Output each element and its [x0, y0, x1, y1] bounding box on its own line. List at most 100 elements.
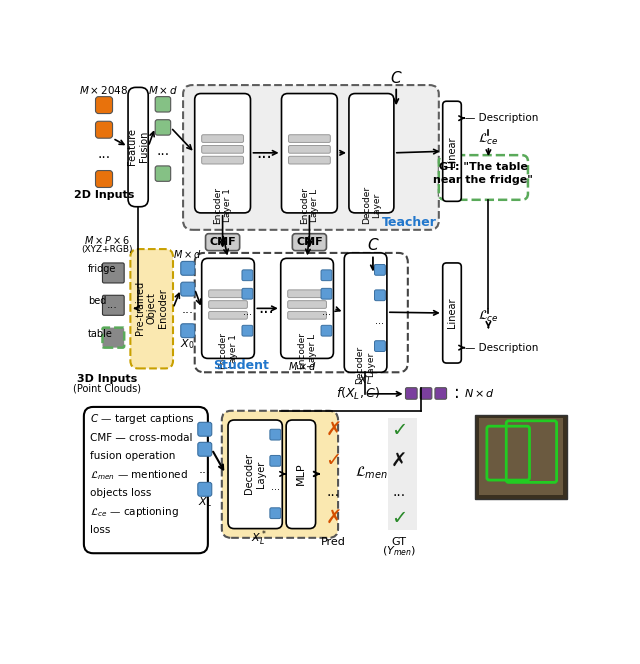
- FancyBboxPatch shape: [242, 270, 253, 281]
- Text: ✓: ✓: [325, 452, 342, 470]
- Text: ...: ...: [258, 299, 274, 317]
- FancyBboxPatch shape: [282, 94, 337, 213]
- FancyBboxPatch shape: [180, 262, 195, 276]
- FancyBboxPatch shape: [281, 258, 333, 359]
- FancyBboxPatch shape: [128, 88, 148, 207]
- FancyBboxPatch shape: [95, 122, 113, 138]
- FancyBboxPatch shape: [228, 420, 282, 529]
- Text: Encoder
Layer 1: Encoder Layer 1: [213, 187, 232, 224]
- FancyBboxPatch shape: [289, 135, 330, 143]
- FancyBboxPatch shape: [242, 288, 253, 299]
- FancyBboxPatch shape: [95, 171, 113, 187]
- FancyBboxPatch shape: [202, 156, 244, 164]
- Text: $\mathcal{L}_{ce}$: $\mathcal{L}_{ce}$: [478, 132, 499, 147]
- Text: Decoder
Layer: Decoder Layer: [244, 454, 266, 495]
- FancyBboxPatch shape: [102, 263, 124, 283]
- Text: fridge: fridge: [88, 264, 116, 274]
- FancyBboxPatch shape: [155, 120, 171, 135]
- FancyBboxPatch shape: [288, 301, 326, 308]
- FancyBboxPatch shape: [84, 407, 208, 553]
- Text: ...: ...: [393, 485, 406, 499]
- Bar: [476, 414, 566, 499]
- Text: ...: ...: [271, 482, 280, 492]
- FancyBboxPatch shape: [102, 295, 124, 315]
- FancyBboxPatch shape: [155, 97, 171, 112]
- Text: $C$ — target captions: $C$ — target captions: [90, 412, 195, 426]
- Text: loss: loss: [90, 525, 111, 535]
- Text: ...: ...: [243, 307, 252, 317]
- FancyBboxPatch shape: [443, 263, 461, 363]
- Text: Encoder
Layer L: Encoder Layer L: [298, 332, 317, 369]
- Text: Pred: Pred: [321, 537, 346, 546]
- Text: ...: ...: [156, 143, 170, 157]
- FancyBboxPatch shape: [183, 85, 439, 230]
- FancyBboxPatch shape: [270, 429, 281, 440]
- Text: ...: ...: [376, 315, 385, 325]
- FancyBboxPatch shape: [321, 325, 332, 336]
- Text: ...: ...: [199, 463, 211, 476]
- Text: $X_L^*$: $X_L^*$: [251, 528, 267, 548]
- Text: $\mathcal{L}_{men}$ — mentioned: $\mathcal{L}_{men}$ — mentioned: [90, 468, 188, 481]
- FancyBboxPatch shape: [289, 145, 330, 153]
- Text: ✗: ✗: [325, 509, 342, 528]
- Text: MLP: MLP: [296, 463, 306, 485]
- FancyBboxPatch shape: [209, 290, 248, 297]
- Text: — Description: — Description: [465, 343, 538, 353]
- FancyBboxPatch shape: [131, 249, 173, 369]
- FancyBboxPatch shape: [439, 155, 528, 200]
- Text: ✗: ✗: [325, 420, 342, 440]
- FancyBboxPatch shape: [95, 97, 113, 114]
- FancyBboxPatch shape: [270, 456, 281, 466]
- FancyBboxPatch shape: [288, 290, 326, 297]
- Text: ✓: ✓: [391, 509, 408, 528]
- Text: $\mathcal{L}_{ce}$: $\mathcal{L}_{ce}$: [478, 309, 499, 325]
- Text: objects loss: objects loss: [90, 488, 152, 498]
- Text: CMF: CMF: [296, 237, 323, 247]
- Bar: [388, 418, 417, 530]
- Text: (XYZ+RGB): (XYZ+RGB): [81, 244, 133, 254]
- Text: ✓: ✓: [391, 420, 408, 440]
- Text: Encoder
Layer 1: Encoder Layer 1: [218, 332, 237, 369]
- FancyBboxPatch shape: [321, 270, 332, 281]
- FancyBboxPatch shape: [289, 156, 330, 164]
- FancyBboxPatch shape: [406, 388, 417, 399]
- Text: Encoder
Layer L: Encoder Layer L: [300, 187, 319, 224]
- FancyBboxPatch shape: [180, 282, 195, 296]
- FancyBboxPatch shape: [155, 166, 171, 181]
- Text: $(Y_{men})$: $(Y_{men})$: [382, 545, 417, 558]
- Text: Decoder
Layer: Decoder Layer: [362, 186, 381, 224]
- Text: $\mathcal{L}_{men}$: $\mathcal{L}_{men}$: [355, 464, 388, 481]
- Text: Linear: Linear: [447, 136, 457, 167]
- Text: ...: ...: [322, 307, 331, 317]
- Text: 2D Inputs: 2D Inputs: [74, 190, 134, 200]
- FancyBboxPatch shape: [435, 388, 447, 399]
- Text: Linear: Linear: [447, 297, 457, 328]
- FancyBboxPatch shape: [202, 258, 254, 359]
- Text: bed: bed: [88, 296, 106, 307]
- FancyBboxPatch shape: [242, 325, 253, 336]
- Text: :: :: [454, 384, 460, 402]
- FancyBboxPatch shape: [286, 420, 316, 529]
- Text: $M\times d$: $M\times d$: [148, 84, 178, 96]
- Text: $X_L$: $X_L$: [358, 373, 372, 387]
- FancyBboxPatch shape: [374, 264, 385, 276]
- Text: CMF: CMF: [209, 237, 236, 247]
- Text: $M\times d$: $M\times d$: [173, 248, 202, 260]
- FancyBboxPatch shape: [344, 253, 387, 373]
- Text: Feature
Fusion: Feature Fusion: [127, 128, 149, 165]
- FancyBboxPatch shape: [202, 145, 244, 153]
- FancyBboxPatch shape: [195, 253, 408, 373]
- Text: $C$: $C$: [367, 237, 380, 253]
- FancyBboxPatch shape: [202, 135, 244, 143]
- FancyBboxPatch shape: [222, 411, 338, 538]
- FancyBboxPatch shape: [209, 301, 248, 308]
- Text: Pre-trained
Object
Encoder: Pre-trained Object Encoder: [134, 282, 168, 335]
- Text: ...: ...: [107, 300, 118, 310]
- Text: Student: Student: [213, 359, 269, 372]
- Text: ...: ...: [182, 303, 194, 317]
- Text: 3D Inputs: 3D Inputs: [77, 374, 137, 384]
- Text: near the fridge": near the fridge": [433, 175, 533, 185]
- FancyBboxPatch shape: [195, 94, 250, 213]
- Text: (Point Clouds): (Point Clouds): [73, 383, 141, 394]
- Text: table: table: [88, 329, 113, 339]
